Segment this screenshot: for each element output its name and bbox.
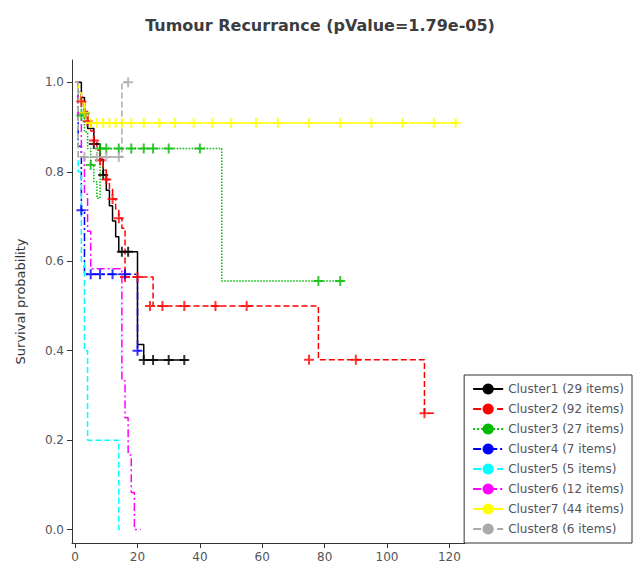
svg-text:Cluster3 (27 items): Cluster3 (27 items) xyxy=(508,422,624,436)
svg-text:Cluster8 (6 items): Cluster8 (6 items) xyxy=(508,522,616,536)
svg-text:Tumour Recurrance (pValue=1.79: Tumour Recurrance (pValue=1.79e-05) xyxy=(145,16,495,35)
svg-text:0.0: 0.0 xyxy=(45,523,64,537)
svg-text:0.6: 0.6 xyxy=(45,254,64,268)
svg-text:0.8: 0.8 xyxy=(45,165,64,179)
svg-text:40: 40 xyxy=(192,550,207,564)
svg-text:1.0: 1.0 xyxy=(45,75,64,89)
svg-text:Survival probability: Survival probability xyxy=(13,238,28,364)
svg-text:0: 0 xyxy=(71,550,79,564)
svg-text:Cluster6 (12 items): Cluster6 (12 items) xyxy=(508,482,624,496)
svg-text:20: 20 xyxy=(130,550,145,564)
svg-text:60: 60 xyxy=(255,550,270,564)
svg-text:Cluster7 (44 items): Cluster7 (44 items) xyxy=(508,502,624,516)
svg-text:120: 120 xyxy=(438,550,461,564)
svg-text:80: 80 xyxy=(317,550,332,564)
svg-text:100: 100 xyxy=(376,550,399,564)
svg-text:0.2: 0.2 xyxy=(45,433,64,447)
svg-text:Cluster5 (5 items): Cluster5 (5 items) xyxy=(508,462,616,476)
svg-text:Cluster4 (7 items): Cluster4 (7 items) xyxy=(508,442,616,456)
svg-text:Cluster1 (29 items): Cluster1 (29 items) xyxy=(508,382,624,396)
svg-text:0.4: 0.4 xyxy=(45,344,64,358)
svg-text:Cluster2 (92 items): Cluster2 (92 items) xyxy=(508,402,624,416)
